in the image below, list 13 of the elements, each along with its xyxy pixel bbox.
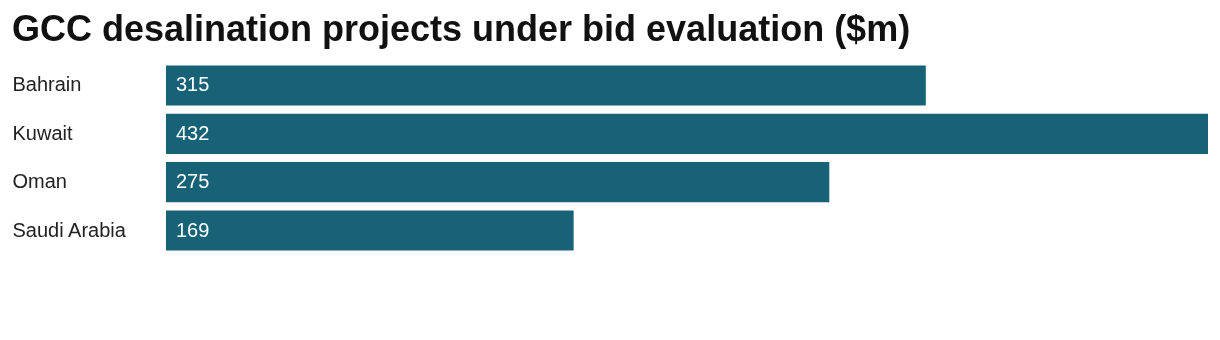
y-tick-label: Saudi Arabia <box>12 218 127 241</box>
chart-title: GCC desalination projects under bid evaluation ($m) <box>12 8 911 49</box>
bar <box>166 162 830 203</box>
data-label: 432 <box>176 121 210 144</box>
y-tick-label: Oman <box>12 170 67 193</box>
data-label: 315 <box>176 73 210 96</box>
data-label: 275 <box>176 170 210 193</box>
bar <box>166 210 574 251</box>
bar <box>166 65 926 106</box>
data-label: 169 <box>176 218 210 241</box>
y-tick-label: Bahrain <box>12 73 82 96</box>
y-tick-label: Kuwait <box>12 121 73 144</box>
bar <box>166 113 1208 154</box>
